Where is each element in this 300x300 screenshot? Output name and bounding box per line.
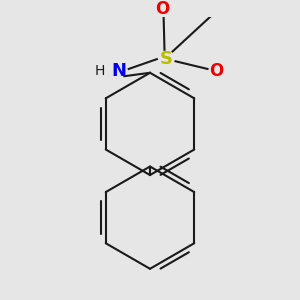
Text: O: O bbox=[155, 0, 169, 18]
Text: S: S bbox=[160, 50, 173, 68]
Text: O: O bbox=[209, 62, 223, 80]
Text: N: N bbox=[112, 62, 127, 80]
Text: H: H bbox=[95, 64, 105, 78]
